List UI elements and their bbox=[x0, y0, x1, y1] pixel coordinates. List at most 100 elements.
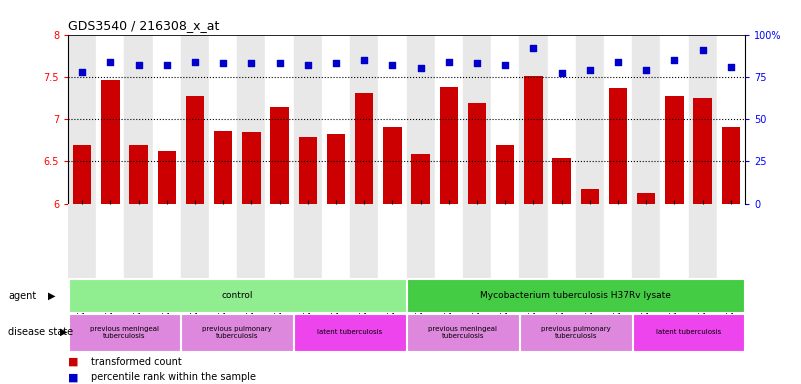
Bar bbox=[130, 145, 147, 204]
Bar bbox=[209, 35, 237, 204]
Bar bbox=[153, 204, 181, 278]
Text: previous pulmonary
tuberculosis: previous pulmonary tuberculosis bbox=[203, 326, 272, 339]
Bar bbox=[209, 204, 237, 278]
Point bbox=[301, 62, 314, 68]
Bar bbox=[609, 88, 627, 204]
Bar bbox=[553, 158, 571, 204]
Bar bbox=[496, 145, 514, 204]
Bar bbox=[407, 204, 435, 278]
Point bbox=[442, 58, 455, 65]
Bar bbox=[378, 35, 407, 204]
Text: Mycobacterium tuberculosis H37Rv lysate: Mycobacterium tuberculosis H37Rv lysate bbox=[481, 291, 671, 300]
Bar bbox=[265, 204, 294, 278]
Point bbox=[640, 67, 653, 73]
Point bbox=[499, 62, 512, 68]
Text: ▶: ▶ bbox=[48, 291, 55, 301]
Bar bbox=[237, 35, 265, 204]
Bar bbox=[350, 204, 378, 278]
Point bbox=[696, 47, 709, 53]
Text: GDS3540 / 216308_x_at: GDS3540 / 216308_x_at bbox=[68, 19, 219, 32]
Bar bbox=[96, 35, 124, 204]
Bar bbox=[520, 314, 631, 351]
Bar bbox=[666, 96, 683, 204]
Point bbox=[555, 70, 568, 76]
Bar bbox=[181, 204, 209, 278]
Text: latent tuberculosis: latent tuberculosis bbox=[656, 329, 721, 335]
Text: previous pulmonary
tuberculosis: previous pulmonary tuberculosis bbox=[541, 326, 610, 339]
Bar bbox=[186, 96, 204, 204]
Point bbox=[668, 57, 681, 63]
Bar bbox=[604, 204, 632, 278]
Text: ▶: ▶ bbox=[60, 327, 67, 337]
Point bbox=[132, 62, 145, 68]
Bar bbox=[294, 204, 322, 278]
Bar bbox=[214, 131, 232, 204]
Text: control: control bbox=[222, 291, 253, 300]
Bar bbox=[68, 35, 96, 204]
Bar bbox=[294, 314, 406, 351]
Bar bbox=[68, 204, 96, 278]
Bar bbox=[632, 204, 660, 278]
Point bbox=[329, 60, 342, 66]
Bar bbox=[660, 35, 689, 204]
Bar bbox=[73, 145, 91, 204]
Text: percentile rank within the sample: percentile rank within the sample bbox=[91, 372, 256, 382]
Bar bbox=[322, 35, 350, 204]
Point bbox=[583, 67, 596, 73]
Bar bbox=[491, 204, 519, 278]
Point bbox=[414, 65, 427, 71]
Bar bbox=[407, 279, 744, 312]
Bar bbox=[694, 98, 712, 204]
Bar bbox=[633, 314, 744, 351]
Bar bbox=[182, 314, 293, 351]
Point bbox=[217, 60, 230, 66]
Bar bbox=[242, 132, 260, 204]
Text: previous meningeal
tuberculosis: previous meningeal tuberculosis bbox=[90, 326, 159, 339]
Bar bbox=[604, 35, 632, 204]
Bar bbox=[153, 35, 181, 204]
Point bbox=[160, 62, 173, 68]
Bar bbox=[124, 35, 153, 204]
Text: latent tuberculosis: latent tuberculosis bbox=[317, 329, 383, 335]
Point bbox=[471, 60, 484, 66]
Bar bbox=[519, 35, 548, 204]
Bar bbox=[576, 204, 604, 278]
Bar bbox=[124, 204, 153, 278]
Point bbox=[273, 60, 286, 66]
Point bbox=[724, 64, 737, 70]
Bar bbox=[689, 204, 717, 278]
Bar bbox=[519, 204, 548, 278]
Bar bbox=[491, 35, 519, 204]
Text: agent: agent bbox=[8, 291, 36, 301]
Bar bbox=[383, 127, 401, 204]
Bar bbox=[435, 35, 463, 204]
Bar bbox=[412, 154, 430, 204]
Point bbox=[527, 45, 540, 51]
Text: disease state: disease state bbox=[8, 327, 73, 337]
Bar bbox=[548, 204, 576, 278]
Bar bbox=[69, 279, 406, 312]
Point bbox=[188, 58, 201, 65]
Point bbox=[76, 69, 89, 75]
Bar bbox=[637, 192, 655, 204]
Point bbox=[245, 60, 258, 66]
Bar bbox=[355, 93, 373, 204]
Bar bbox=[96, 204, 124, 278]
Bar bbox=[440, 87, 458, 204]
Bar bbox=[468, 103, 486, 204]
Point bbox=[386, 62, 399, 68]
Bar bbox=[101, 80, 119, 204]
Bar bbox=[265, 35, 294, 204]
Bar bbox=[181, 35, 209, 204]
Bar bbox=[581, 189, 599, 204]
Bar bbox=[576, 35, 604, 204]
Bar bbox=[294, 35, 322, 204]
Bar bbox=[463, 204, 491, 278]
Bar bbox=[378, 204, 407, 278]
Bar bbox=[237, 204, 265, 278]
Bar bbox=[327, 134, 345, 204]
Bar bbox=[722, 127, 740, 204]
Point bbox=[104, 58, 117, 65]
Bar bbox=[271, 107, 289, 204]
Bar bbox=[660, 204, 689, 278]
